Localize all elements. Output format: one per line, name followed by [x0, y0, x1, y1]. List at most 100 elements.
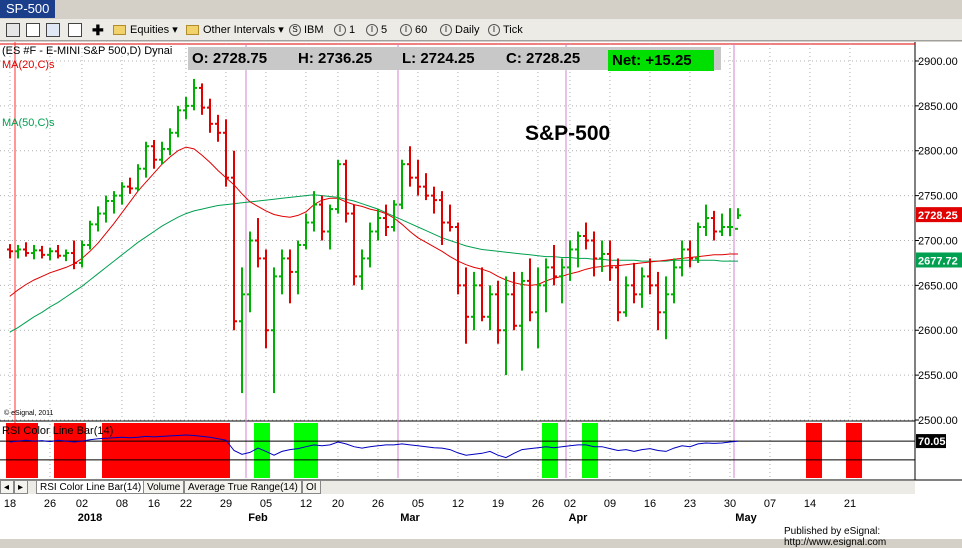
ohlc-bar: [599, 240, 605, 272]
y-axis-panel: [915, 42, 962, 539]
ohlc-bar: [415, 159, 421, 196]
rsi-overbought-bar: [142, 423, 150, 478]
ohlc-bar: [231, 150, 237, 331]
ohlc-bar: [143, 141, 149, 178]
chart-icon[interactable]: [68, 21, 82, 39]
tab-scroll-right[interactable]: ▸: [14, 481, 28, 494]
y-tick-label: 2700.00: [918, 235, 958, 247]
chart-title: S&P-500: [525, 122, 610, 145]
x-tick-label: 23: [684, 498, 696, 510]
x-tick-label: 05: [412, 498, 424, 510]
x-tick-label: 19: [492, 498, 504, 510]
folder-icon: [186, 25, 199, 36]
ohlc-bar: [39, 245, 45, 259]
price-chart[interactable]: 2500.00 2550.00 2600.00 2650.00 2700.00 2750.…: [0, 42, 962, 539]
rsi-overbought-bar: [70, 423, 78, 478]
rsi-overbought-bar: [222, 423, 230, 478]
rsi-overbought-bar: [118, 423, 126, 478]
rsi-overbought-bar: [206, 423, 214, 478]
rsi-overbought-bar: [214, 423, 222, 478]
last-price-label: 2728.25: [918, 210, 958, 222]
ohlc-bar: [223, 119, 229, 187]
rsi-overbought-bar: [182, 423, 190, 478]
ohlc-bar: [199, 83, 205, 115]
ohlc-bar: [367, 222, 373, 268]
ohlc-bar: [535, 267, 541, 349]
x-tick-label: 26: [44, 498, 56, 510]
ohlc-bar: [583, 222, 589, 250]
ohlc-bar: [183, 96, 189, 120]
y-tick-label: 2600.00: [918, 325, 958, 337]
rsi-overbought-bar: [814, 423, 822, 478]
month-label: Apr: [569, 512, 589, 524]
toolbar-button-60[interactable]: I 60: [400, 21, 427, 39]
tab-volume[interactable]: Volume: [143, 481, 185, 494]
ohlc-bar: [167, 128, 173, 156]
tab-scroll-left[interactable]: ◂: [0, 481, 14, 494]
ohlc-bar: [431, 186, 437, 214]
copyright-label: © eSignal, 2011: [4, 409, 54, 417]
ma20-line: [9, 146, 738, 297]
x-tick-label: 14: [804, 498, 816, 510]
ohlc-bar: [503, 276, 509, 376]
page-icon[interactable]: [26, 21, 40, 39]
rsi-overbought-bar: [150, 423, 158, 478]
ohlc-bar: [479, 267, 485, 322]
ohlc-bar: [87, 220, 93, 250]
month-label: Mar: [400, 512, 420, 524]
ohlc-bar: [407, 146, 413, 187]
ma50-line: [9, 194, 738, 333]
ohlc-bar: [399, 159, 405, 210]
rsi-overbought-bar: [30, 423, 38, 478]
ohlc-bar: [447, 204, 453, 232]
add-icon[interactable]: ✚: [92, 22, 104, 38]
interval-icon: I: [334, 24, 346, 37]
ohlc-bar: [575, 231, 581, 268]
tab-oi[interactable]: OI: [302, 481, 321, 494]
ohlc-bar: [391, 200, 397, 232]
ohlc-bar: [359, 249, 365, 290]
rsi-overbought-bar: [22, 423, 30, 478]
rsi-value-label: 70.05: [918, 436, 946, 448]
y-tick-label: 2500.00: [918, 415, 958, 427]
grid-icon[interactable]: [46, 21, 60, 39]
ohlc-bar: [279, 249, 285, 295]
rsi-oversold-bar: [262, 423, 270, 478]
rsi-overbought-bar: [110, 423, 118, 478]
y-tick-label: 2750.00: [918, 191, 958, 203]
last-price-box: [916, 207, 962, 223]
y-tick-label: 2550.00: [918, 370, 958, 382]
toolbar-button-ibm[interactable]: S IBM: [289, 21, 324, 39]
rsi-oversold-bar: [582, 423, 590, 478]
close-value: C: 2728.25: [506, 50, 581, 67]
intervals-dropdown[interactable]: Other Intervals ▾: [186, 21, 284, 39]
toolbar-button-tick[interactable]: I Tick: [488, 21, 523, 39]
symbol-list-dropdown[interactable]: Equities ▾: [113, 21, 178, 39]
tab-rsi[interactable]: RSI Color Line Bar(14): [36, 481, 146, 494]
ohlc-bar: [111, 191, 117, 214]
ohlc-bar: [735, 208, 741, 230]
ohlc-bar: [567, 240, 573, 281]
toolbar-button-daily[interactable]: I Daily: [440, 21, 479, 39]
y-tick-label: 2850.00: [918, 101, 958, 113]
rsi-overbought-bar: [174, 423, 182, 478]
ohlc-bar: [151, 139, 157, 169]
ohlc-bar: [687, 240, 693, 268]
ohlc-bar: [559, 258, 565, 304]
ohlc-bar: [439, 191, 445, 245]
ohlc-readout: O: 2728.75 H: 2736.25 L: 2724.25 C: 2728…: [188, 47, 721, 71]
high-value: H: 2736.25: [298, 50, 373, 67]
rsi-overbought-bar: [190, 423, 198, 478]
ohlc-bar: [247, 231, 253, 313]
rsi-oversold-bar: [302, 423, 310, 478]
ohlc-bar: [375, 209, 381, 241]
tab-atr[interactable]: Average True Range(14): [184, 481, 302, 494]
net-change: Net: +15.25: [608, 50, 714, 71]
x-tick-label: 05: [260, 498, 272, 510]
rsi-overbought-bar: [102, 423, 110, 478]
interval-icon: I: [440, 24, 452, 37]
rsi-overbought-bar: [6, 423, 14, 478]
link-icon[interactable]: [6, 21, 20, 39]
